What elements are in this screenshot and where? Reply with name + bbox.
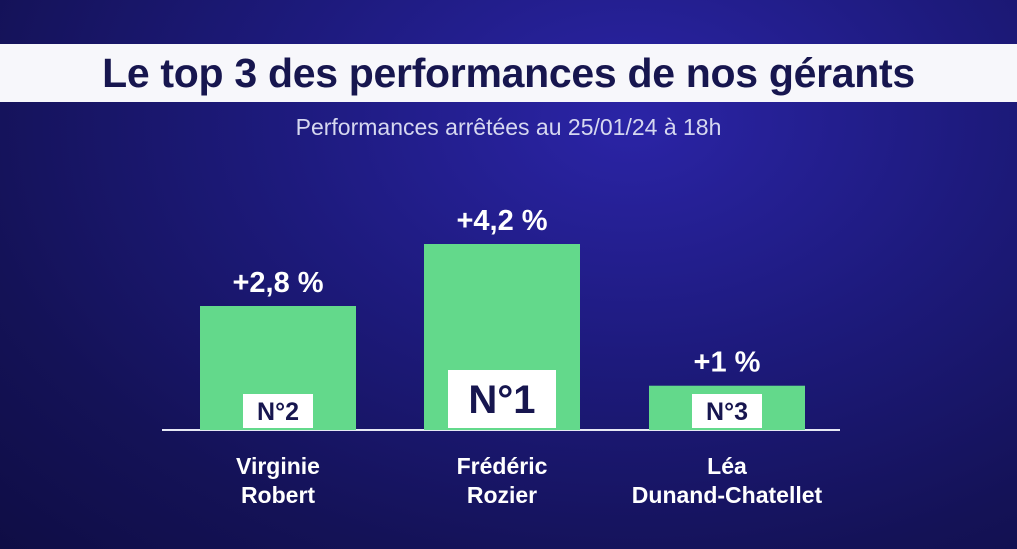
category-label: Robert <box>241 482 315 508</box>
rank-label: N°2 <box>257 398 299 426</box>
rank-label: N°1 <box>468 378 535 422</box>
category-label: Frédéric <box>457 453 548 479</box>
category-label: Léa <box>707 453 747 479</box>
value-label: +1 % <box>694 347 761 379</box>
rank-badge <box>448 370 556 428</box>
category-label: Rozier <box>467 482 537 508</box>
chart-title: Le top 3 des performances de nos gérants <box>102 50 915 96</box>
rank-label: N°3 <box>706 398 748 426</box>
rank-badge <box>692 394 762 428</box>
category-label: Dunand-Chatellet <box>632 482 823 508</box>
category-label: Virginie <box>236 453 320 479</box>
value-label: +2,8 % <box>232 267 323 299</box>
chart-subtitle: Performances arrêtées au 25/01/24 à 18h <box>295 114 722 140</box>
title-band <box>0 44 1017 102</box>
rank-badge <box>243 394 313 428</box>
value-label: +4,2 % <box>456 205 547 237</box>
